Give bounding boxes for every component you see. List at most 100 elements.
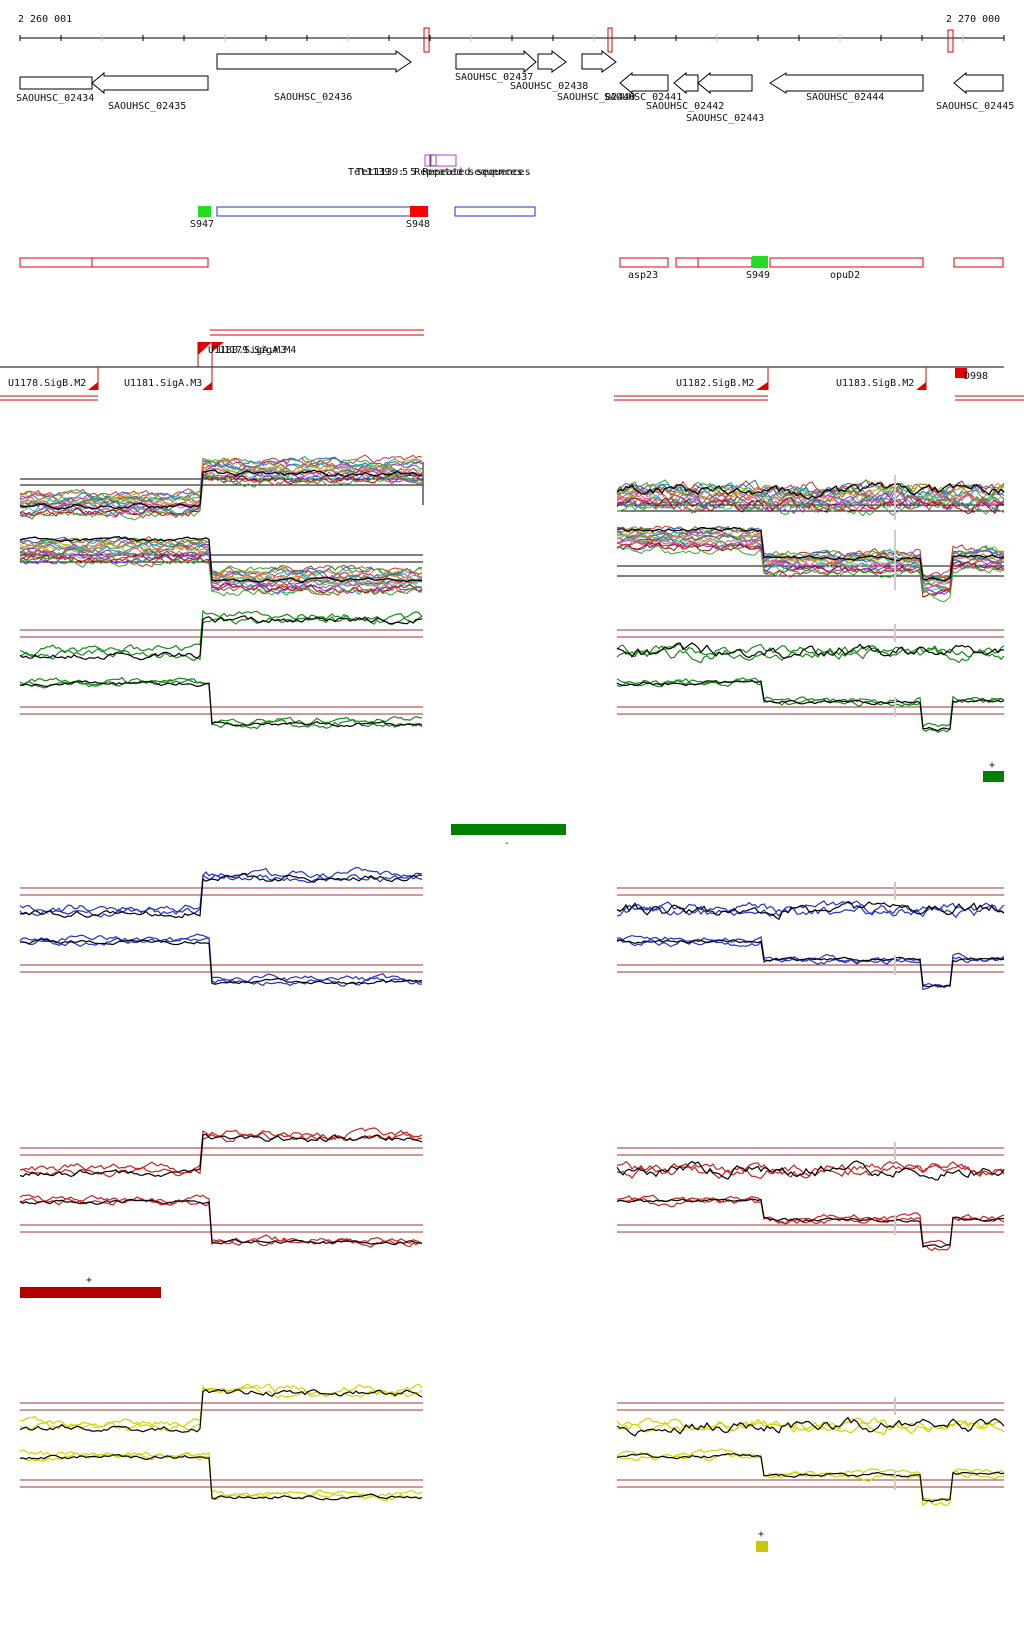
expression-line — [19, 536, 423, 576]
ruler-end-label: 2 270 000 — [946, 14, 1000, 25]
expression-line — [616, 526, 1005, 582]
expression-line — [19, 461, 423, 506]
gene-arrow[interactable] — [455, 49, 537, 74]
ruler-marker — [607, 27, 613, 53]
expression-line — [19, 536, 423, 577]
gene-track — [19, 49, 1004, 95]
expression-line — [616, 541, 1005, 597]
yellow-plus-mark: + — [758, 1529, 764, 1540]
expression-line — [19, 456, 423, 502]
expression-line — [616, 1197, 1005, 1252]
yellow-plus-block[interactable] — [756, 1541, 768, 1552]
feature-asp23[interactable] — [619, 257, 669, 268]
feature-box[interactable] — [697, 257, 753, 268]
expression-line — [19, 557, 423, 597]
feature-label: asp23 — [628, 270, 658, 281]
feature-opud2[interactable] — [769, 257, 924, 268]
expression-line — [19, 936, 423, 987]
gene-arrow[interactable] — [216, 50, 412, 73]
promoter-flag[interactable] — [916, 382, 926, 390]
expression-line — [19, 678, 423, 730]
expression-line — [19, 609, 423, 658]
promoter-label: U1180.SigA.M3 — [208, 345, 286, 356]
gene-arrow[interactable] — [953, 71, 1004, 95]
expression-line — [616, 1198, 1005, 1248]
gene-labels: SAOUHSC_02434 SAOUHSC_02435 SAOUHSC_0243… — [16, 72, 1014, 124]
expression-line — [616, 1417, 1005, 1433]
expression-line — [19, 680, 423, 728]
gene-arrow[interactable] — [619, 71, 669, 95]
promoter-flag[interactable] — [955, 368, 967, 378]
promoter-label: U1179.SigA.M4 — [218, 345, 296, 356]
feature-box[interactable] — [91, 257, 209, 268]
feature-box[interactable] — [19, 257, 93, 268]
expression-line — [616, 1163, 1005, 1179]
expression-line — [616, 541, 1005, 598]
track-markers: + - + + — [20, 760, 1004, 1552]
feature-label: S947 — [190, 219, 214, 230]
gene-label: SAOUHSC_02435 — [108, 101, 186, 112]
green-plus-mark: + — [989, 760, 995, 771]
expression-line — [19, 469, 423, 511]
repeat-label: Tet1139: 5 Repeated sequences — [348, 167, 523, 178]
expression-line — [19, 546, 423, 587]
feature-s947[interactable] — [198, 206, 211, 217]
expression-line — [19, 1453, 423, 1501]
repeat-track: Tet1139: 5 Repeated sequences Tet1139: 5… — [348, 154, 531, 178]
feature-s948[interactable] — [410, 206, 428, 217]
gene-label: SAOUHSC_02445 — [936, 101, 1014, 112]
gene-arrow[interactable] — [769, 72, 924, 94]
expression-line — [616, 1416, 1005, 1437]
expression-line — [19, 1127, 423, 1174]
red-plus-mark: + — [86, 1275, 92, 1286]
expression-line — [19, 872, 423, 919]
expression-line — [616, 1160, 1005, 1181]
feature-box[interactable] — [675, 257, 699, 268]
promoter-flag[interactable] — [756, 382, 768, 390]
promoter-label: U1178.SigB.M2 — [8, 378, 86, 389]
expression-line — [616, 1419, 1005, 1436]
feature-box[interactable] — [953, 257, 1004, 268]
gene-label: SAOUHSC_02437 — [455, 72, 533, 83]
expression-line — [616, 541, 1005, 596]
feature-label: opuD2 — [830, 270, 860, 281]
expression-line — [616, 1452, 1005, 1503]
repeat-box[interactable] — [435, 154, 457, 167]
promoter-flag[interactable] — [88, 382, 98, 390]
expression-line — [19, 472, 423, 517]
gene-label: SAOUHSC_02440 — [557, 92, 635, 103]
expression-line — [19, 614, 423, 662]
gene-arrow[interactable] — [581, 49, 617, 73]
expression-line — [19, 474, 423, 521]
red-plus-block[interactable] — [20, 1287, 161, 1298]
gene-arrow[interactable] — [537, 49, 567, 73]
expression-line — [19, 536, 423, 584]
expression-line — [616, 537, 1005, 592]
gene-arrow[interactable] — [697, 71, 753, 95]
expression-line — [19, 1386, 423, 1432]
expression-line — [19, 555, 423, 596]
promoter-flag[interactable] — [198, 342, 212, 355]
gene-arrow[interactable] — [19, 76, 93, 90]
expression-line — [616, 494, 1005, 513]
expression-line — [19, 676, 423, 727]
promoter-flag[interactable] — [212, 342, 224, 352]
feature-box[interactable] — [454, 206, 536, 217]
expression-line — [616, 934, 1005, 991]
gene-label: SAOUHSC_02441 — [604, 92, 682, 103]
green-plus-block[interactable] — [983, 771, 1004, 782]
repeat-box[interactable] — [424, 154, 432, 167]
expression-line — [20, 1196, 423, 1248]
feature-s949[interactable] — [752, 256, 768, 268]
green-minus-mark: - — [504, 838, 510, 849]
gene-arrow[interactable] — [673, 71, 699, 95]
feature-box[interactable] — [216, 206, 413, 217]
gene-label: SAOUHSC_02443 — [686, 113, 764, 124]
gene-arrow[interactable] — [91, 71, 209, 95]
green-minus-block[interactable] — [451, 824, 566, 835]
expression-line — [19, 1449, 423, 1498]
promoter-flag[interactable] — [202, 382, 212, 390]
gene-label: SAOUHSC_02436 — [274, 92, 352, 103]
gene-label: SAOUHSC_02444 — [806, 92, 884, 103]
